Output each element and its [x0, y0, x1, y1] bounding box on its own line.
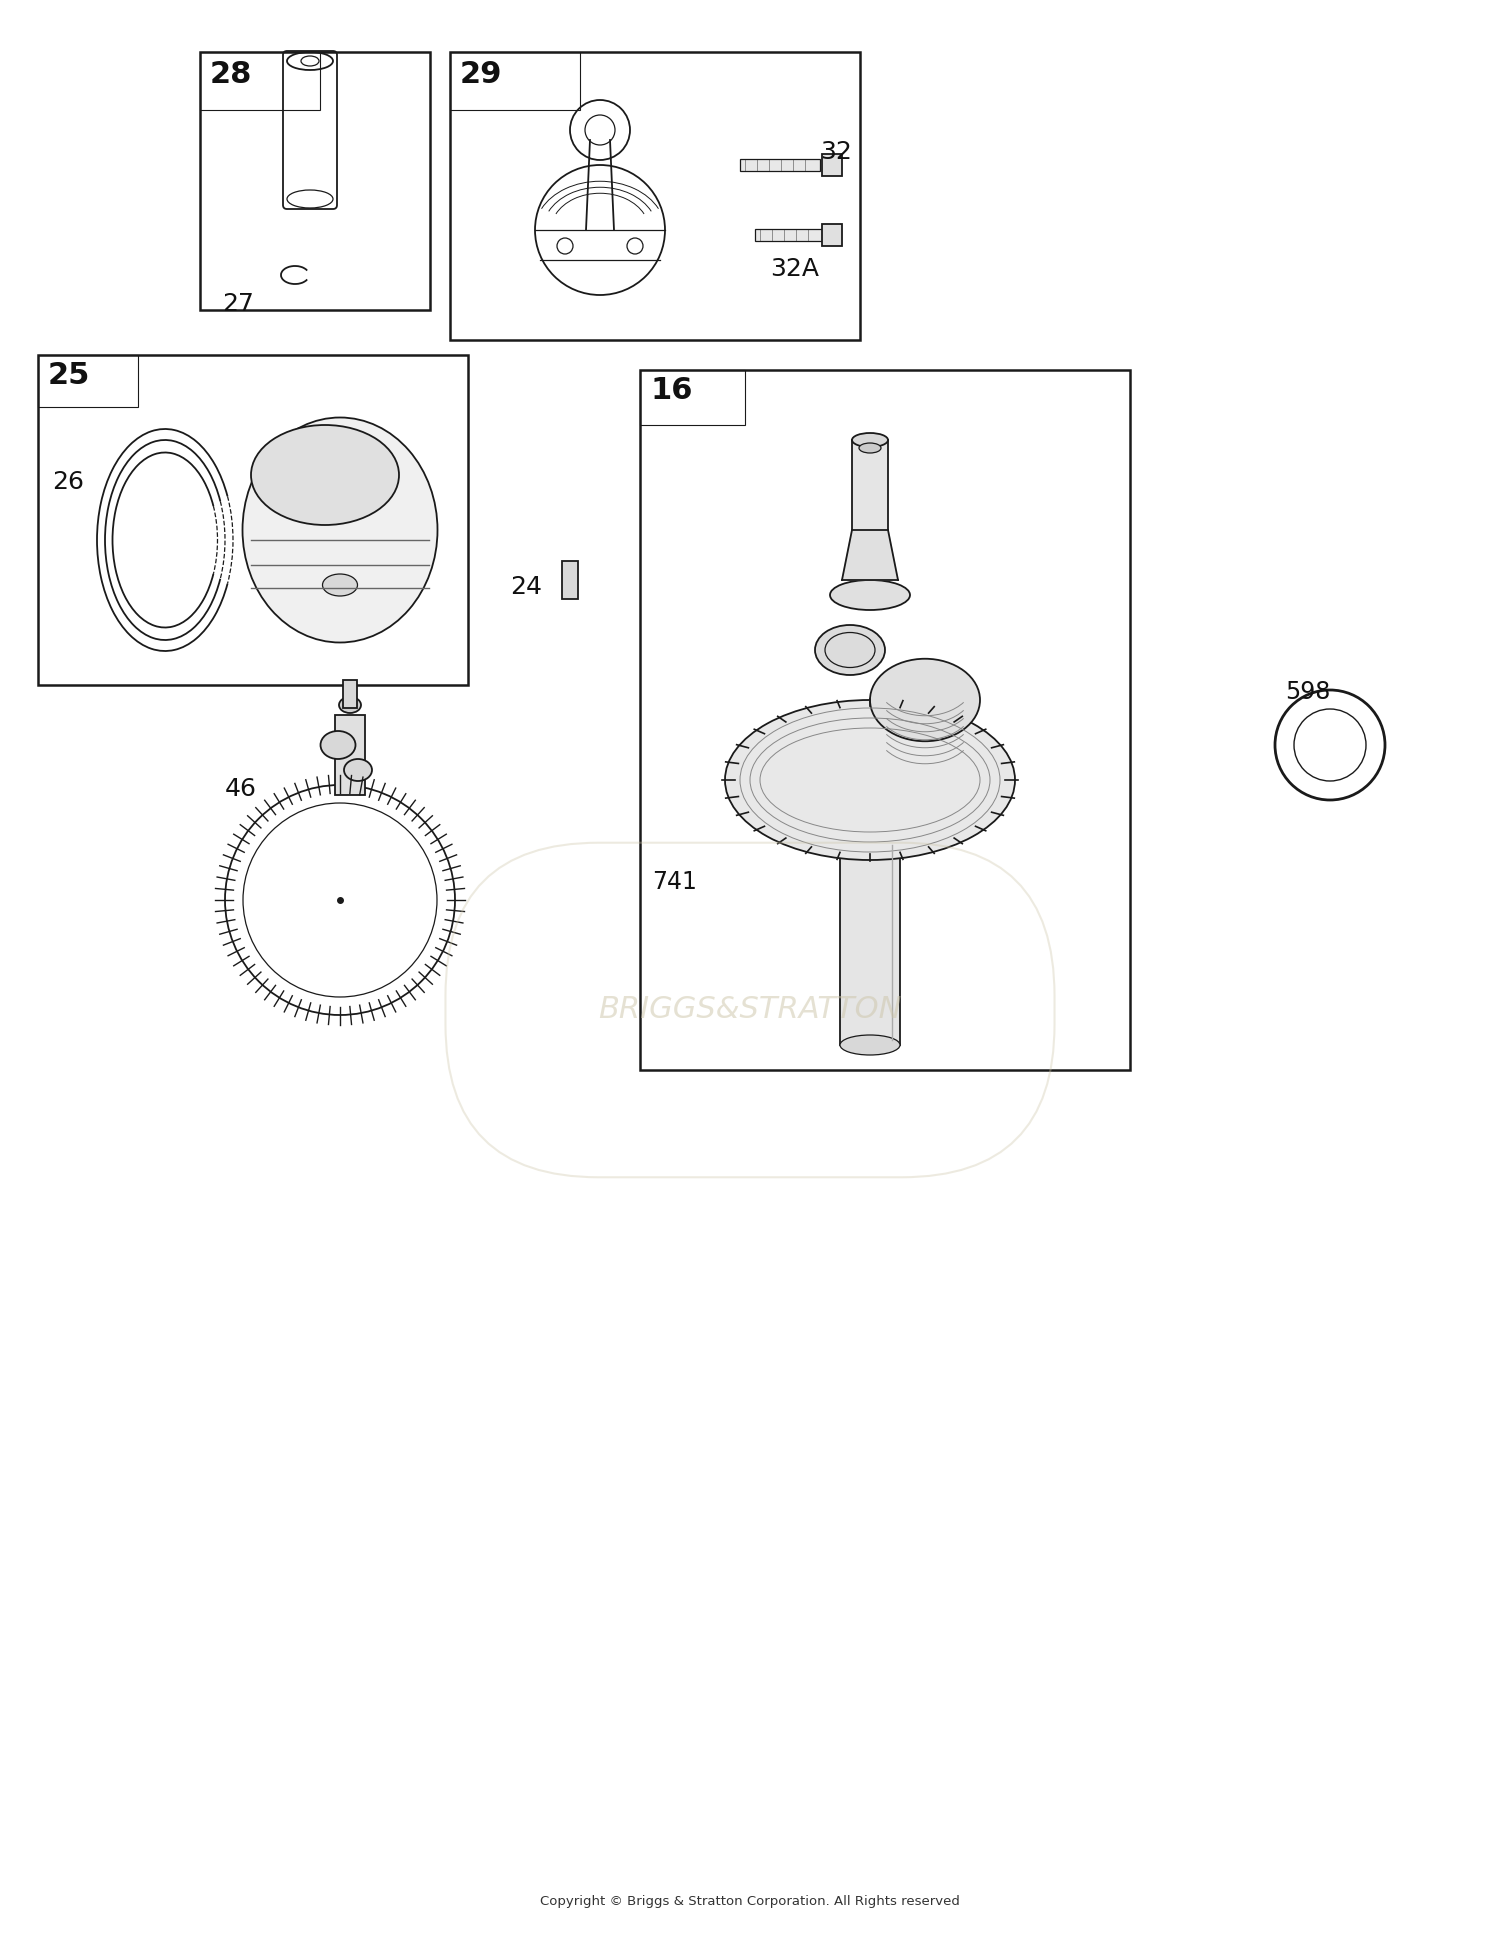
Ellipse shape [859, 443, 880, 452]
Ellipse shape [251, 425, 399, 524]
Bar [450, 52, 580, 111]
Bar [200, 52, 430, 311]
Bar [38, 355, 468, 685]
Text: 598: 598 [1286, 679, 1330, 705]
Text: 32A: 32A [770, 256, 819, 281]
Bar [38, 355, 138, 408]
Bar [344, 679, 357, 708]
Ellipse shape [724, 701, 1016, 860]
Bar [754, 229, 824, 241]
Bar [334, 714, 364, 796]
Ellipse shape [322, 575, 357, 596]
Polygon shape [842, 530, 898, 580]
Ellipse shape [830, 580, 910, 609]
Bar [640, 371, 746, 425]
Text: 24: 24 [510, 575, 542, 600]
Text: 25: 25 [48, 361, 90, 390]
Text: 16: 16 [650, 377, 693, 406]
Bar [740, 159, 821, 171]
Bar [852, 441, 888, 530]
Bar [450, 52, 860, 340]
Bar [200, 52, 320, 111]
Ellipse shape [339, 697, 362, 712]
Text: 27: 27 [222, 291, 254, 316]
Bar [562, 561, 578, 600]
Ellipse shape [344, 759, 372, 780]
Text: 26: 26 [53, 470, 84, 495]
Ellipse shape [840, 1035, 900, 1056]
Text: 28: 28 [210, 60, 252, 89]
Ellipse shape [870, 658, 980, 741]
Ellipse shape [852, 433, 888, 446]
Ellipse shape [321, 732, 356, 759]
Bar [822, 153, 842, 177]
Bar [840, 840, 900, 1044]
Text: Copyright © Briggs & Stratton Corporation. All Rights reserved: Copyright © Briggs & Stratton Corporatio… [540, 1894, 960, 1908]
Bar [822, 223, 842, 247]
Text: 46: 46 [225, 776, 256, 802]
Text: 29: 29 [460, 60, 503, 89]
Text: 32: 32 [821, 140, 852, 163]
Ellipse shape [243, 417, 438, 642]
Text: BRIGGS&STRATTON: BRIGGS&STRATTON [598, 996, 902, 1025]
Bar [640, 371, 1130, 1069]
Text: 741: 741 [652, 870, 698, 895]
Ellipse shape [815, 625, 885, 675]
